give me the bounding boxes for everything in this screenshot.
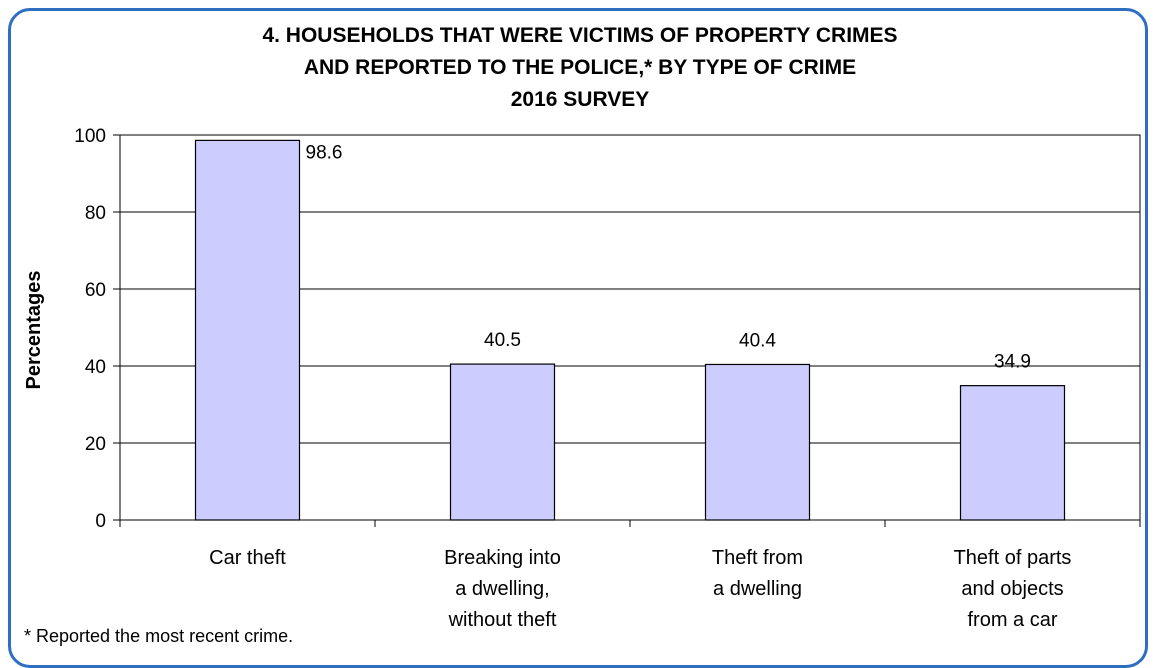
data-label: 40.4 [739,330,776,351]
category-label: and objects [961,578,1063,600]
chart-title-line-2: AND REPORTED TO THE POLICE,* BY TYPE OF … [303,56,857,79]
y-tick-label: 40 [85,357,106,378]
data-label: 34.9 [994,352,1031,373]
category-label: without theft [448,609,557,631]
category-label: Theft from [712,547,803,569]
bar [449,363,556,521]
bar [704,363,811,521]
chart-title-line-3: 2016 SURVEY [510,88,650,111]
y-tick-label: 80 [85,203,106,224]
footnote: * Reported the most recent crime. [24,626,294,646]
y-tick-label: 100 [74,126,106,147]
category-label: a dwelling [713,578,802,600]
category-label: Breaking into [444,547,561,569]
category-label: a dwelling, [455,578,550,600]
category-label: Theft of parts [954,547,1072,569]
category-label: from a car [967,609,1057,631]
bar [959,385,1066,521]
y-tick-label: 60 [85,280,106,301]
data-label: 98.6 [306,142,343,163]
y-axis-title: Percentages [23,271,45,390]
y-tick-label: 0 [95,511,106,532]
chart-title-line-1: 4. HOUSEHOLDS THAT WERE VICTIMS OF PROPE… [262,24,898,47]
y-tick-label: 20 [85,434,106,455]
category-label: Car theft [209,547,286,569]
bar [194,139,301,521]
data-label: 40.5 [484,330,521,351]
